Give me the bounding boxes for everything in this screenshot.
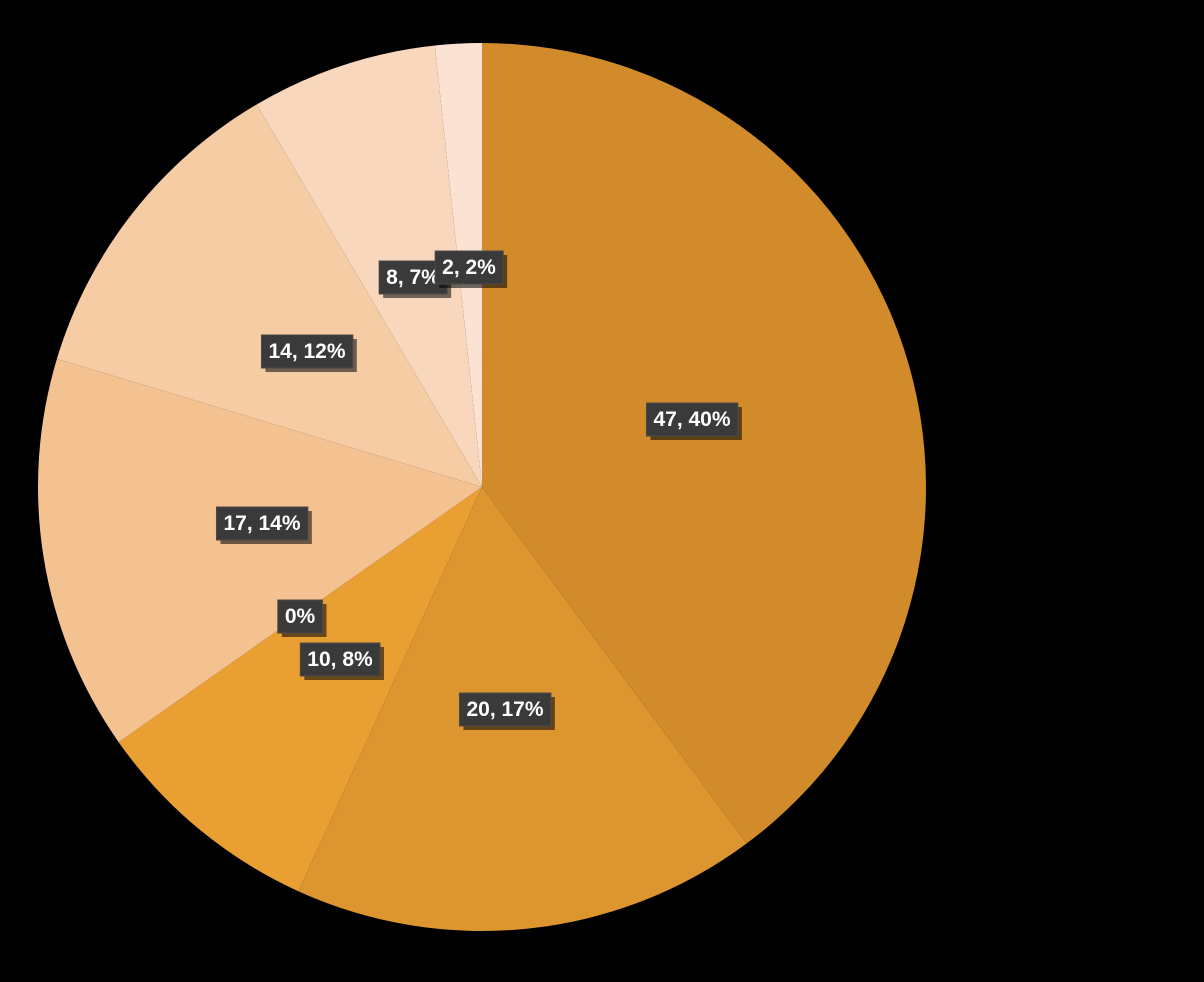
pie-slice-6 (256, 45, 482, 488)
data-label-7: 2, 2% (434, 250, 508, 288)
pie-slices (37, 43, 926, 931)
label-box (299, 642, 381, 677)
data-label-text: 47, 40% (653, 408, 730, 431)
data-label-3: 0% (277, 599, 327, 637)
label-box (260, 334, 354, 369)
pie-slice-5 (56, 104, 483, 487)
label-box (215, 506, 309, 541)
data-label-text: 10, 8% (307, 648, 373, 671)
data-label-text: 20, 17% (466, 698, 543, 721)
data-label-text: 14, 12% (268, 340, 345, 363)
data-label-2: 10, 8% (299, 642, 385, 680)
data-label-text: 0% (285, 605, 316, 628)
data-label-0: 47, 40% (645, 402, 742, 440)
label-box (458, 692, 552, 727)
data-label-5: 14, 12% (260, 334, 357, 372)
data-label-text: 17, 14% (223, 512, 300, 535)
pie-slice-4 (37, 358, 482, 743)
data-label-1: 20, 17% (458, 692, 555, 730)
slice-labels: 47, 40% 20, 17% 10, 8% 0% 17, 14% 14, 12% 8, 7… (215, 250, 742, 730)
pie-slice-0 (482, 43, 926, 844)
pie-slice-2 (118, 487, 483, 892)
label-box (434, 250, 504, 285)
label-box (645, 402, 739, 437)
data-label-text: 2, 2% (442, 256, 496, 279)
data-label-4: 17, 14% (215, 506, 312, 544)
label-box (277, 599, 323, 634)
data-label-text: 8, 7% (386, 266, 440, 289)
